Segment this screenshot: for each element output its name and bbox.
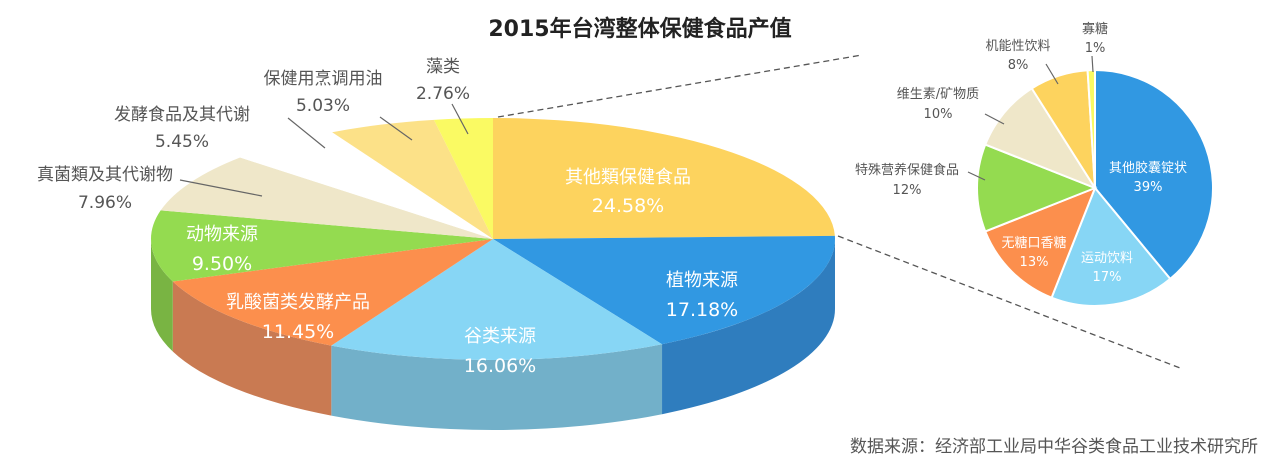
- main-pie-sides: [151, 239, 835, 431]
- slice-label-1: 植物来源: [666, 270, 738, 291]
- pie-slice-3: [172, 239, 493, 346]
- detail-slice-3: [976, 143, 1098, 233]
- slice-value-0: 24.58%: [592, 195, 664, 217]
- pie-side-2: [331, 344, 663, 431]
- slice-label-7: 保健用烹调用油: [264, 68, 383, 89]
- detail-value-0: 39%: [1134, 180, 1163, 195]
- slice-label-6: 发酵食品及其代谢: [114, 105, 250, 125]
- detail-label-3: 特殊营养保健食品: [855, 162, 959, 178]
- detail-slice-2: [983, 186, 1097, 300]
- slice-value-7: 5.03%: [296, 96, 350, 116]
- main-pie-slices: [150, 118, 835, 361]
- detail-slice-0: [1094, 68, 1214, 281]
- slice-value-1: 17.18%: [666, 299, 738, 321]
- main-pie-labels: 其他類保健食品 24.58% 植物来源 17.18% 谷类来源 16.06% 乳酸菌类发酵产…: [37, 57, 738, 377]
- connector-bottom: [837, 235, 1181, 369]
- leader-line-8: [451, 103, 469, 135]
- slice-label-8: 藻类: [426, 57, 460, 77]
- detail-slice-4: [983, 86, 1098, 191]
- leader-line-6: [287, 117, 326, 149]
- detail-pie-labels: 其他胶囊锭状 39% 运动饮料 17% 无糖口香糖 13% 特殊营养保健食品 12% 维生素/矿…: [855, 21, 1187, 285]
- slice-value-8: 2.76%: [416, 84, 470, 104]
- source-note: 数据来源：经济部工业局中华谷类食品工业技术研究所: [850, 437, 1258, 457]
- slice-value-5: 7.96%: [78, 193, 132, 213]
- connector-top: [497, 54, 863, 118]
- slice-value-6: 5.45%: [155, 132, 209, 152]
- slice-label-3: 乳酸菌类发酵产品: [226, 292, 370, 313]
- detail-pie-slices: [976, 68, 1214, 308]
- pie-slice-4: [150, 210, 493, 282]
- pie-slice-6: [240, 132, 493, 239]
- detail-label-1: 运动饮料: [1081, 251, 1133, 266]
- detail-connectors: [497, 54, 1181, 369]
- detail-slice-1: [1050, 186, 1172, 308]
- detail-label-6: 寡糖: [1082, 21, 1108, 37]
- pie-slice-8: [433, 118, 493, 239]
- slice-label-4: 动物来源: [186, 224, 258, 245]
- detail-value-3: 12%: [893, 183, 922, 198]
- pie-slice-0: [493, 118, 835, 239]
- slice-value-3: 11.45%: [262, 321, 334, 343]
- detail-value-2: 13%: [1020, 255, 1049, 270]
- detail-label-5: 机能性饮料: [985, 39, 1050, 54]
- detail-label-0: 其他胶囊锭状: [1109, 160, 1187, 176]
- leader-line-7: [379, 116, 413, 141]
- pie-side-3: [172, 281, 332, 416]
- slice-label-5: 真菌類及其代谢物: [37, 165, 173, 185]
- pie-slice-1: [493, 235, 835, 345]
- pie-side-4: [151, 239, 173, 352]
- pie-slice-7: [332, 119, 493, 239]
- pie-side-1: [662, 239, 835, 415]
- leader-line-5: [179, 179, 263, 197]
- detail-leader-5: [1045, 63, 1059, 85]
- slice-value-2: 16.06%: [464, 355, 536, 377]
- chart-title: 2015年台湾整体保健食品产值: [488, 16, 791, 42]
- detail-leader-4: [984, 113, 1005, 125]
- detail-value-5: 8%: [1008, 58, 1029, 73]
- slice-label-2: 谷类来源: [464, 326, 536, 347]
- detail-value-4: 10%: [924, 107, 953, 122]
- detail-value-6: 1%: [1085, 41, 1106, 56]
- detail-leader-6: [1091, 55, 1094, 73]
- detail-leader-3: [967, 171, 986, 181]
- detail-value-1: 17%: [1093, 270, 1122, 285]
- slice-value-4: 9.50%: [192, 253, 252, 275]
- detail-label-2: 无糖口香糖: [1001, 235, 1066, 251]
- pie-slice-5: [160, 157, 493, 239]
- detail-slice-6: [1086, 68, 1096, 189]
- slice-label-0: 其他類保健食品: [565, 167, 691, 188]
- pie-slice-2: [331, 239, 663, 361]
- detail-label-4: 维生素/矿物质: [897, 87, 979, 102]
